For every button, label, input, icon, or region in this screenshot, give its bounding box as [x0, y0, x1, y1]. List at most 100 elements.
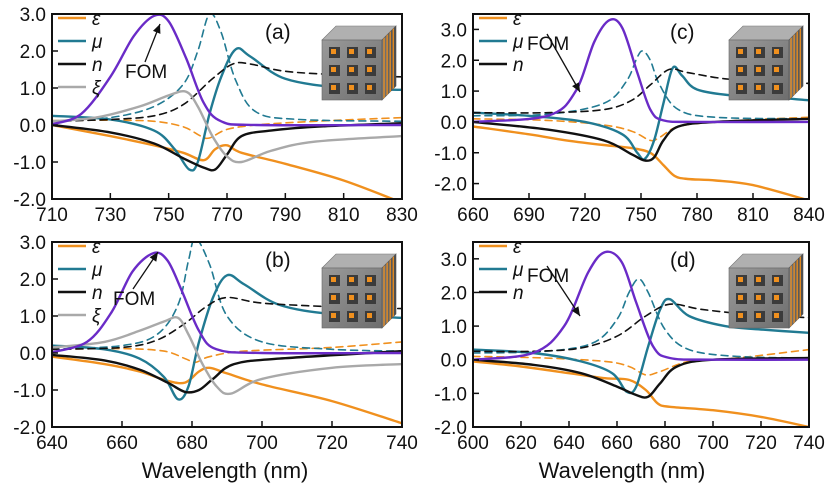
- metamaterial-cube-icon: [728, 25, 804, 101]
- series-line-n-solid: [473, 117, 809, 162]
- fom-arrow-head: [571, 306, 580, 316]
- cube-hole-glint: [349, 49, 354, 54]
- y-tick-label: -1.0: [434, 144, 467, 165]
- y-tick-label: 1.0: [441, 82, 467, 103]
- x-tick-label: 680: [649, 433, 681, 454]
- cube-hole-glint: [774, 295, 779, 300]
- plot-frame: [472, 241, 810, 428]
- legend-label-eps: ε: [513, 9, 522, 30]
- x-tick-label: 690: [513, 205, 545, 226]
- metamaterial-cube-icon: [321, 253, 397, 329]
- x-tick-label: 700: [246, 433, 278, 454]
- cube-hole-glint: [367, 49, 372, 54]
- x-tick-label: 730: [94, 205, 126, 226]
- y-tick-label: 2.0: [441, 51, 467, 72]
- y-tick-label: 1.0: [20, 307, 46, 328]
- cube-hole-glint: [756, 313, 761, 318]
- cube-hole-glint: [367, 277, 372, 282]
- cube-stripe: [796, 259, 798, 321]
- series-line-eps-solid: [52, 123, 396, 199]
- series-line-eps-solid: [473, 125, 809, 199]
- cube-hole-glint: [331, 67, 336, 72]
- x-tick-label: 660: [601, 433, 633, 454]
- legend-label-xi: ξ: [92, 306, 102, 327]
- cube-hole-glint: [331, 49, 336, 54]
- x-tick-label: 660: [106, 433, 138, 454]
- y-tick-label: 0.0: [20, 344, 46, 365]
- x-tick-label: 720: [745, 433, 777, 454]
- x-tick-label: 780: [681, 205, 713, 226]
- legend-label-mu: μ: [91, 260, 103, 281]
- cube-hole-glint: [774, 49, 779, 54]
- y-tick-label: -2.0: [13, 190, 46, 211]
- cube-stripe: [389, 259, 391, 321]
- chart-panel-a: 710 730 750 770 790 810 830 -2.0 -1.0 0.0 1.0 2.0 3.…: [13, 5, 418, 226]
- series-line-mu-dashed: [52, 14, 402, 123]
- legend-label-mu: μ: [91, 32, 103, 53]
- y-tick-label: 1.0: [20, 79, 46, 100]
- series-line-xi-solid: [52, 89, 402, 164]
- cube-hole-glint: [367, 85, 372, 90]
- series-line-n-solid: [52, 122, 402, 172]
- x-tick-label: 620: [505, 433, 537, 454]
- x-tick-label: 750: [153, 205, 185, 226]
- x-tick-label: 830: [386, 205, 418, 226]
- series-line-mu-dashed: [473, 278, 809, 359]
- cube-hole-glint: [349, 313, 354, 318]
- x-tick-label: 660: [457, 205, 489, 226]
- fom-label: FOM: [527, 34, 569, 55]
- cube-hole-glint: [774, 85, 779, 90]
- cube-hole-glint: [738, 277, 743, 282]
- legend-label-eps: ε: [92, 237, 101, 258]
- x-tick-label: 840: [793, 205, 825, 226]
- cube-stripe: [386, 34, 388, 96]
- legend-label-n: n: [92, 283, 103, 304]
- cube-hole-glint: [349, 85, 354, 90]
- series-line-mu-dashed: [52, 242, 402, 352]
- cube-stripe: [392, 256, 394, 318]
- x-tick-label: 710: [36, 205, 68, 226]
- fom-label: FOM: [113, 289, 155, 310]
- cube-hole-glint: [756, 277, 761, 282]
- x-tick-label: 600: [457, 433, 489, 454]
- cube-hole-glint: [738, 295, 743, 300]
- cube-stripe: [383, 265, 385, 327]
- plot-frame: [51, 241, 403, 428]
- legend-label-n: n: [92, 55, 103, 76]
- cube-hole-glint: [367, 67, 372, 72]
- series-line-eps-solid: [473, 360, 809, 427]
- x-axis-label-left: Wavelength (nm): [142, 458, 309, 483]
- cube-hole-glint: [774, 277, 779, 282]
- metamaterial-cube-icon: [728, 253, 804, 329]
- x-tick-label: 770: [211, 205, 243, 226]
- cube-hole-glint: [738, 67, 743, 72]
- x-tick-label: 810: [737, 205, 769, 226]
- fom-arrow-head: [152, 24, 161, 34]
- legend-label-eps: ε: [92, 9, 101, 30]
- series-line-eps-solid: [52, 355, 402, 425]
- cube-stripe: [392, 28, 394, 90]
- fom-label: FOM: [125, 62, 167, 83]
- cube-stripe: [389, 31, 391, 93]
- cube-hole-glint: [331, 313, 336, 318]
- series-line-n-solid: [473, 356, 809, 399]
- cube-hole-glint: [349, 67, 354, 72]
- cube-hole-glint: [367, 295, 372, 300]
- chart-panel-c: 660 690 720 750 780 810 840 -2.0 -1.0 0.0 1.0 2.0 3.…: [434, 9, 825, 226]
- legend-label-eps: ε: [513, 237, 522, 258]
- cube-stripe: [790, 265, 792, 327]
- y-tick-label: 0.0: [441, 351, 467, 372]
- x-tick-label: 680: [176, 433, 208, 454]
- x-axis-label-right: Wavelength (nm): [539, 458, 706, 483]
- cube-hole-glint: [756, 67, 761, 72]
- series-line-eps-dashed: [52, 116, 402, 140]
- cube-stripe: [383, 37, 385, 99]
- fom-arrow-head: [149, 252, 158, 262]
- cube-stripe: [799, 28, 801, 90]
- legend-label-mu: μ: [512, 260, 524, 281]
- y-tick-label: -2.0: [434, 175, 467, 196]
- series-line-fom-solid: [473, 250, 809, 362]
- cube-hole-glint: [331, 295, 336, 300]
- series-group: [473, 250, 809, 427]
